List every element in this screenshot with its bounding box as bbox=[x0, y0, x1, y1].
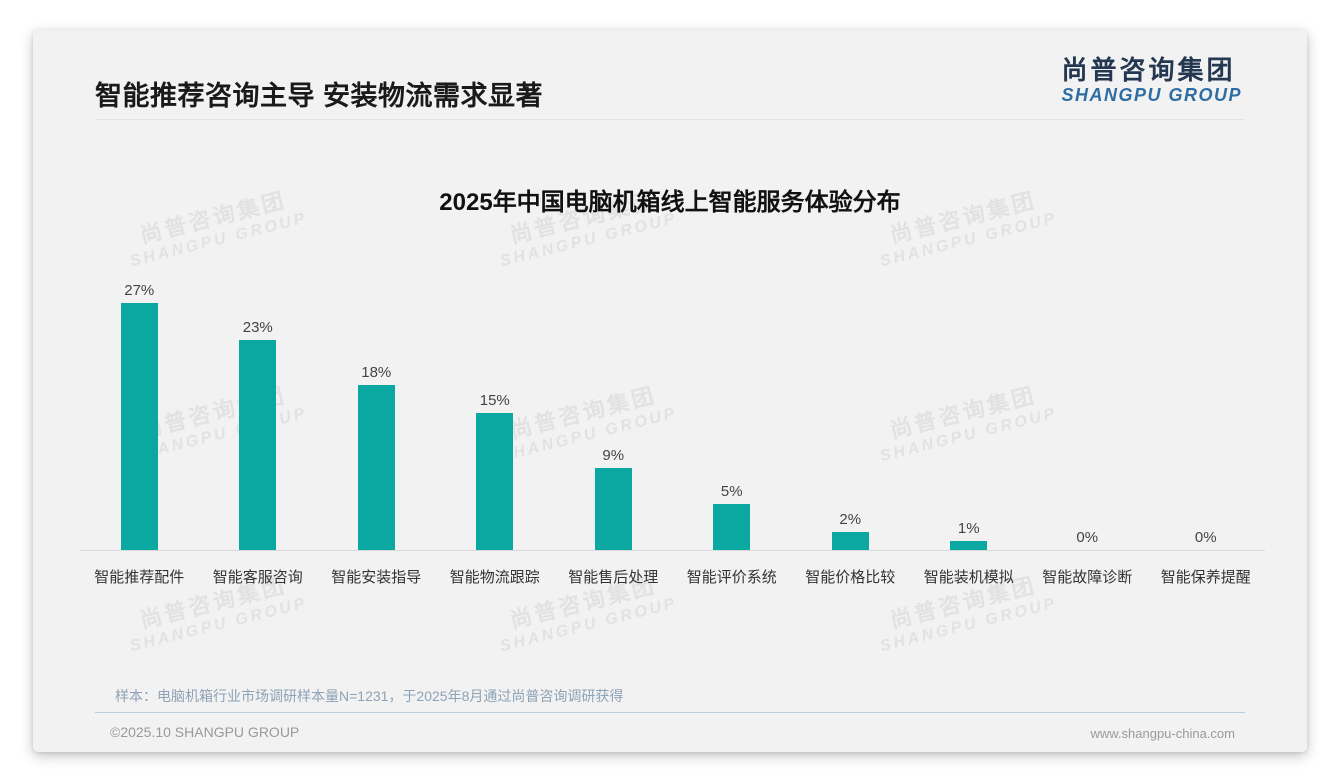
bar-value-label: 5% bbox=[720, 483, 743, 501]
watermark-english-text: SHANGPU GROUP bbox=[878, 594, 1060, 656]
bar-value-label: 9% bbox=[602, 446, 625, 464]
header: 智能推荐咨询主导 安装物流需求显著 尚普咨询集团 SHANGPU GROUP bbox=[95, 30, 1245, 120]
copyright-text: ©2025.10 SHANGPU GROUP bbox=[110, 724, 300, 740]
logo-english-text: SHANGPU GROUP bbox=[1061, 84, 1242, 105]
bar-category-label: 智能客服咨询 bbox=[212, 569, 303, 586]
company-logo: 尚普咨询集团 SHANGPU GROUP bbox=[1061, 56, 1242, 105]
bar bbox=[831, 531, 869, 550]
bar-category-label: 智能推荐配件 bbox=[94, 569, 185, 586]
bar-value-label: 2% bbox=[839, 510, 862, 528]
bar-value-label: 0% bbox=[1076, 529, 1099, 546]
bar bbox=[239, 339, 277, 550]
bar-category-label: 智能评价系统 bbox=[686, 569, 777, 586]
bar-category-label: 智能装机模拟 bbox=[923, 569, 1014, 586]
chart-title: 2025年中国电脑机箱线上智能服务体验分布 bbox=[439, 189, 901, 216]
bar-category-label: 智能价格比较 bbox=[805, 569, 896, 586]
page-title: 智能推荐咨询主导 安装物流需求显著 bbox=[95, 81, 544, 111]
bar-group: 9% bbox=[554, 271, 673, 550]
bar bbox=[713, 504, 751, 550]
bar-category-label: 智能物流跟踪 bbox=[449, 569, 540, 586]
bar-group: 27% bbox=[80, 271, 199, 550]
bar bbox=[120, 302, 158, 550]
bar-group: 2% bbox=[791, 271, 910, 550]
watermark-english-text: SHANGPU GROUP bbox=[128, 209, 310, 271]
bar-value-label: 15% bbox=[479, 391, 510, 409]
watermark-english-text: SHANGPU GROUP bbox=[498, 209, 680, 271]
footer-divider bbox=[95, 712, 1245, 713]
x-axis-category-labels: 智能推荐配件 智能客服咨询 智能安装指导 智能物流跟踪 智能售后处理 智能评价系统 智能价格… bbox=[80, 566, 1265, 587]
report-slide: 尚普咨询集团 SHANGPU GROUP 尚普咨询集团 SHANGPU GROUP 尚普… bbox=[33, 30, 1307, 752]
sample-footnote: 样本：电脑机箱行业市场调研样本量N=1231，于2025年8月通过尚普咨询调研获… bbox=[115, 688, 624, 704]
bar bbox=[594, 467, 632, 550]
website-url: www.shangpu-china.com bbox=[1090, 726, 1235, 741]
bar-value-label: 0% bbox=[1194, 529, 1217, 546]
bar-category-label: 智能安装指导 bbox=[331, 569, 422, 586]
watermark-english-text: SHANGPU GROUP bbox=[128, 594, 310, 656]
bar-group: 5% bbox=[673, 271, 792, 550]
bar-category-label: 智能故障诊断 bbox=[1042, 569, 1133, 586]
watermark-english-text: SHANGPU GROUP bbox=[878, 209, 1060, 271]
bar-value-label: 1% bbox=[957, 519, 980, 537]
bar bbox=[357, 385, 395, 550]
bar-category-label: 智能售后处理 bbox=[568, 569, 659, 586]
logo-chinese-text: 尚普咨询集团 bbox=[1061, 55, 1236, 85]
bar-group: 0% bbox=[1147, 271, 1266, 550]
bar-value-label: 23% bbox=[242, 318, 273, 336]
bar-group: 23% bbox=[199, 271, 318, 550]
bar bbox=[476, 412, 514, 550]
bar-group: 18% bbox=[317, 271, 436, 550]
bar-chart-plot-area: 27% 23% 18% 15% 9% 5% 2% 1% 0% 0% bbox=[80, 271, 1265, 551]
bar-value-label: 27% bbox=[124, 281, 155, 299]
bar-group: 15% bbox=[436, 271, 555, 550]
bar-group: 0% bbox=[1028, 271, 1147, 550]
bar bbox=[950, 540, 988, 550]
bar-category-label: 智能保养提醒 bbox=[1160, 569, 1251, 586]
bar-group: 1% bbox=[910, 271, 1029, 550]
watermark-english-text: SHANGPU GROUP bbox=[498, 594, 680, 656]
bar-value-label: 18% bbox=[361, 364, 392, 382]
